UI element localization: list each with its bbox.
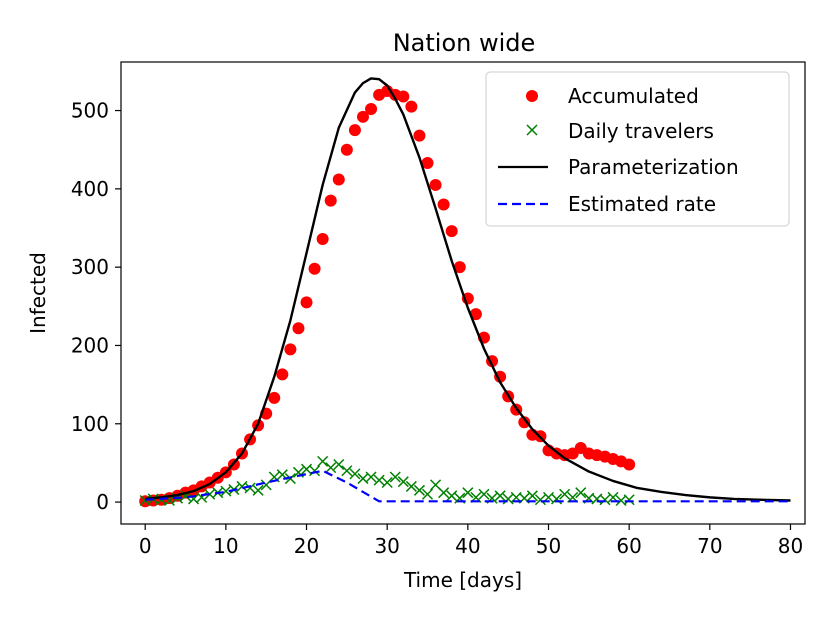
accumulated-point xyxy=(413,129,426,142)
accumulated-point xyxy=(308,262,321,275)
legend-accumulated-label: Accumulated xyxy=(568,84,699,108)
accumulated-point xyxy=(445,225,458,238)
accumulated-point xyxy=(300,296,313,309)
travelers-point xyxy=(599,494,611,506)
accumulated-point xyxy=(268,391,281,404)
x-tick-label: 10 xyxy=(213,534,238,558)
accumulated-point xyxy=(348,124,361,137)
legend-travelers-label: Daily travelers xyxy=(568,119,714,143)
travelers-point xyxy=(365,471,377,483)
accumulated-point xyxy=(518,416,531,429)
estimated-rate-line xyxy=(145,469,791,503)
travelers-point xyxy=(341,465,353,477)
legend-travelers-marker xyxy=(526,124,538,136)
accumulated-point xyxy=(356,110,369,123)
travelers-point xyxy=(462,487,474,499)
y-axis: 0 100 200 300 400 500 xyxy=(71,99,121,514)
accumulated-point xyxy=(453,261,466,274)
y-tick-label: 300 xyxy=(71,255,109,279)
x-tick-label: 30 xyxy=(374,534,399,558)
travelers-point xyxy=(317,455,329,467)
accumulated-point xyxy=(429,178,442,191)
chart-title: Nation wide xyxy=(393,29,536,57)
travelers-point xyxy=(446,490,458,502)
accumulated-point xyxy=(405,100,418,113)
x-tick-label: 0 xyxy=(139,534,152,558)
travelers-point xyxy=(534,494,546,506)
travelers-point xyxy=(325,462,337,474)
accumulated-point xyxy=(469,308,482,321)
legend-parameterization-label: Parameterization xyxy=(568,155,739,179)
travelers-point xyxy=(575,487,587,499)
travelers-point xyxy=(349,468,361,480)
travelers-point xyxy=(405,480,417,492)
travelers-point xyxy=(438,487,450,499)
accumulated-point xyxy=(397,90,410,103)
accumulated-point xyxy=(340,143,353,156)
travelers-point xyxy=(252,484,264,496)
y-tick-label: 400 xyxy=(71,177,109,201)
travelers-point xyxy=(389,471,401,483)
accumulated-point xyxy=(365,102,378,115)
travelers-point xyxy=(478,488,490,500)
legend: Accumulated Daily travelers Parameteriza… xyxy=(485,71,790,227)
x-axis: 0 10 20 30 40 50 60 70 80 xyxy=(139,524,803,558)
travelers-point xyxy=(494,490,506,502)
y-tick-label: 100 xyxy=(71,412,109,436)
y-tick-label: 200 xyxy=(71,333,109,357)
y-axis-label: Infected xyxy=(26,252,50,334)
travelers-point xyxy=(559,488,571,500)
legend-accumulated-marker xyxy=(526,90,538,102)
travelers-point xyxy=(373,474,385,486)
legend-estimated-label: Estimated rate xyxy=(568,192,716,216)
parameterization-line xyxy=(145,77,791,502)
x-tick-label: 60 xyxy=(616,534,641,558)
travelers-point xyxy=(381,476,393,489)
x-tick-label: 20 xyxy=(294,534,319,558)
x-tick-label: 40 xyxy=(455,534,480,558)
accumulated-point xyxy=(284,343,297,356)
x-axis-label: Time [days] xyxy=(403,568,522,592)
accumulated-point xyxy=(437,198,450,211)
x-tick-label: 80 xyxy=(778,534,803,558)
y-tick-label: 500 xyxy=(71,99,109,123)
accumulated-point xyxy=(332,173,345,186)
travelers-point xyxy=(244,482,256,494)
x-tick-label: 50 xyxy=(536,534,561,558)
travelers-point xyxy=(421,488,434,500)
accumulated-point xyxy=(324,194,337,207)
y-tick-label: 0 xyxy=(96,490,109,514)
legend-frame xyxy=(485,71,790,227)
accumulated-point xyxy=(316,232,329,245)
accumulated-point xyxy=(292,322,305,335)
travelers-point xyxy=(623,494,635,506)
x-tick-label: 70 xyxy=(697,534,722,558)
accumulated-point xyxy=(276,368,289,381)
plot-frame xyxy=(120,61,806,525)
travelers-point xyxy=(397,476,409,488)
accumulated-point xyxy=(623,458,636,471)
plot-area xyxy=(139,77,791,508)
accumulated-point xyxy=(421,157,434,170)
travelers-point xyxy=(333,458,345,471)
travelers-point xyxy=(413,484,425,496)
travelers-point xyxy=(526,490,538,502)
